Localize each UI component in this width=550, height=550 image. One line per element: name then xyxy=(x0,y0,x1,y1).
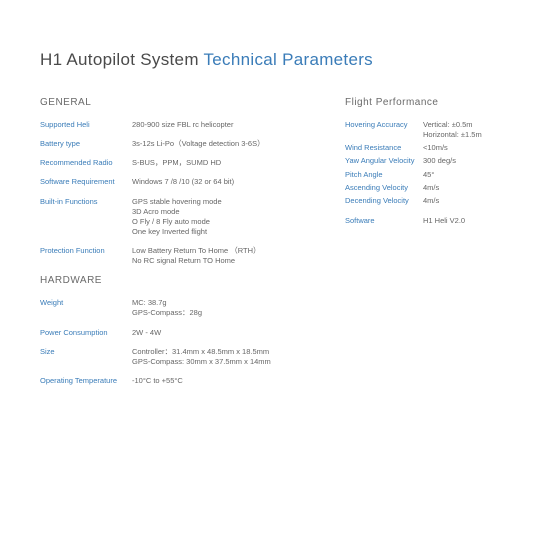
spec-row: Software H1 Heli V2.0 xyxy=(345,216,520,226)
spec-label: Battery type xyxy=(40,139,132,149)
spec-label: Ascending Velocity xyxy=(345,183,423,193)
spec-value: 4m/s xyxy=(423,183,520,193)
spec-row: Supported Heli 280-900 size FBL rc helic… xyxy=(40,120,320,130)
spec-row: Wind Resistance <10m/s xyxy=(345,143,520,153)
section-heading-general: GENERAL xyxy=(40,97,320,108)
spec-row: Protection Function Low Battery Return T… xyxy=(40,246,320,266)
title-prefix: H1 Autopilot System xyxy=(40,50,204,69)
spec-row: Built-in Functions GPS stable hovering m… xyxy=(40,197,320,238)
spec-row: Power Consumption 2W - 4W xyxy=(40,328,320,338)
spec-label: Software Requirement xyxy=(40,177,132,187)
section-heading-flight: Flight Performance xyxy=(345,97,520,108)
spec-value: 300 deg/s xyxy=(423,156,520,166)
right-column: Flight Performance Hovering Accuracy Ver… xyxy=(345,95,520,395)
spec-row: Software Requirement Windows 7 /8 /10 (3… xyxy=(40,177,320,187)
spec-value: 280-900 size FBL rc helicopter xyxy=(132,120,320,130)
spec-value: <10m/s xyxy=(423,143,520,153)
left-column: GENERAL Supported Heli 280-900 size FBL … xyxy=(40,95,320,395)
spec-row: Pitch Angle 45° xyxy=(345,170,520,180)
spec-value: GPS stable hovering mode 3D Acro mode O … xyxy=(132,197,320,238)
spec-value: 4m/s xyxy=(423,196,520,206)
page-title: H1 Autopilot System Technical Parameters xyxy=(40,50,520,70)
spec-value: 3s-12s Li-Po（Voltage detection 3-6S） xyxy=(132,139,320,149)
spec-value: Low Battery Return To Home （RTH） No RC s… xyxy=(132,246,320,266)
spec-value: S-BUS，PPM，SUMD HD xyxy=(132,158,320,168)
spec-label: Decending Velocity xyxy=(345,196,423,206)
spec-label: Yaw Angular Velocity xyxy=(345,156,423,166)
spec-label: Size xyxy=(40,347,132,357)
spec-label: Weight xyxy=(40,298,132,308)
spec-label: Operating Temperature xyxy=(40,376,132,386)
spec-label: Built-in Functions xyxy=(40,197,132,207)
columns: GENERAL Supported Heli 280-900 size FBL … xyxy=(40,95,520,395)
spec-label: Supported Heli xyxy=(40,120,132,130)
spec-label: Hovering Accuracy xyxy=(345,120,423,130)
spec-value: Windows 7 /8 /10 (32 or 64 bit) xyxy=(132,177,320,187)
spec-value: -10°C to +55°C xyxy=(132,376,320,386)
title-accent: Technical Parameters xyxy=(204,50,373,69)
spec-row: Operating Temperature -10°C to +55°C xyxy=(40,376,320,386)
spec-value: 2W - 4W xyxy=(132,328,320,338)
spec-row: Hovering Accuracy Vertical: ±0.5m Horizo… xyxy=(345,120,520,140)
spec-row: Weight MC: 38.7g GPS-Compass：28g xyxy=(40,298,320,318)
section-heading-hardware: HARDWARE xyxy=(40,275,320,286)
spec-value: Vertical: ±0.5m Horizontal: ±1.5m xyxy=(423,120,520,140)
spec-value: H1 Heli V2.0 xyxy=(423,216,520,226)
spec-label: Recommended Radio xyxy=(40,158,132,168)
flight-block: Hovering Accuracy Vertical: ±0.5m Horizo… xyxy=(345,120,520,206)
spec-row: Size Controller：31.4mm x 48.5mm x 18.5mm… xyxy=(40,347,320,367)
spec-label: Wind Resistance xyxy=(345,143,423,153)
spec-label: Software xyxy=(345,216,423,226)
spec-value: 45° xyxy=(423,170,520,180)
spec-label: Pitch Angle xyxy=(345,170,423,180)
spec-row: Recommended Radio S-BUS，PPM，SUMD HD xyxy=(40,158,320,168)
spec-value: MC: 38.7g GPS-Compass：28g xyxy=(132,298,320,318)
spec-label: Power Consumption xyxy=(40,328,132,338)
spec-row: Battery type 3s-12s Li-Po（Voltage detect… xyxy=(40,139,320,149)
spec-label: Protection Function xyxy=(40,246,132,256)
spec-row: Decending Velocity 4m/s xyxy=(345,196,520,206)
spec-row: Yaw Angular Velocity 300 deg/s xyxy=(345,156,520,166)
spec-value: Controller：31.4mm x 48.5mm x 18.5mm GPS-… xyxy=(132,347,320,367)
spec-row: Ascending Velocity 4m/s xyxy=(345,183,520,193)
